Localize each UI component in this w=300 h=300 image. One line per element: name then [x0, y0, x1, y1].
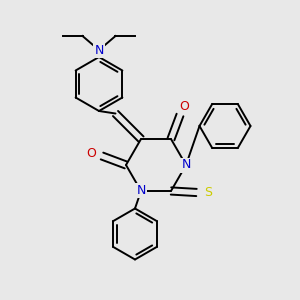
Text: N: N: [94, 44, 104, 58]
Text: N: N: [136, 184, 146, 197]
Text: S: S: [204, 186, 212, 199]
Text: N: N: [181, 158, 191, 172]
Text: O: O: [180, 100, 189, 112]
Text: O: O: [87, 146, 96, 160]
